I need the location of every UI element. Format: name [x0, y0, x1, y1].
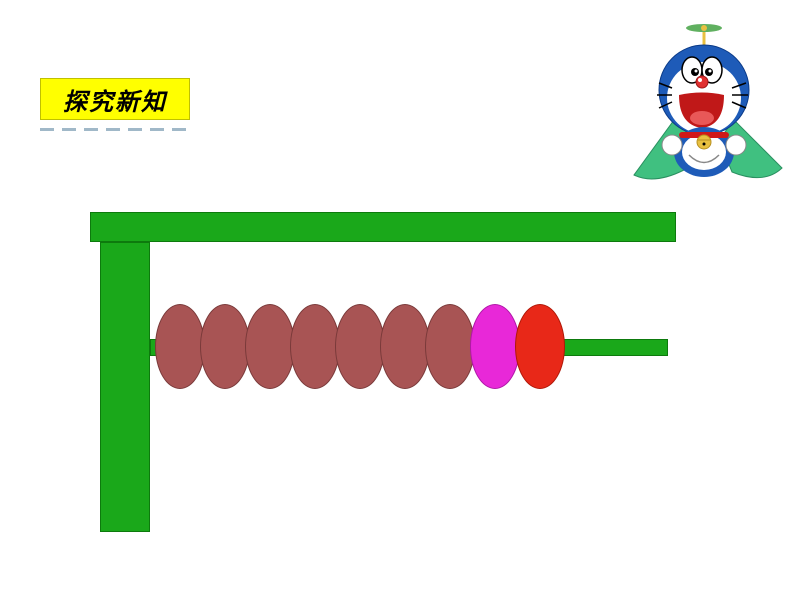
abacus-left-post: [100, 242, 150, 532]
abacus-bead: [155, 304, 205, 389]
abacus-diagram: [90, 212, 676, 534]
dash-segment: [128, 128, 142, 131]
dash-segment: [84, 128, 98, 131]
doraemon-svg: [624, 20, 784, 190]
dash-segment: [150, 128, 164, 131]
dash-segment: [106, 128, 120, 131]
abacus-bead: [245, 304, 295, 389]
abacus-bead: [470, 304, 520, 389]
abacus-bead: [335, 304, 385, 389]
abacus-bead: [290, 304, 340, 389]
dash-segment: [62, 128, 76, 131]
doraemon-character: [624, 20, 784, 190]
dash-segment: [172, 128, 186, 131]
dash-segment: [40, 128, 54, 131]
title-text: 探究新知: [63, 82, 167, 117]
abacus-bead: [380, 304, 430, 389]
dashes-decoration: [40, 128, 186, 131]
abacus-top-bar: [90, 212, 676, 242]
abacus-bead: [515, 304, 565, 389]
title-banner: 探究新知: [40, 78, 190, 120]
abacus-bead: [200, 304, 250, 389]
abacus-bead: [425, 304, 475, 389]
abacus-beads: [155, 304, 560, 389]
